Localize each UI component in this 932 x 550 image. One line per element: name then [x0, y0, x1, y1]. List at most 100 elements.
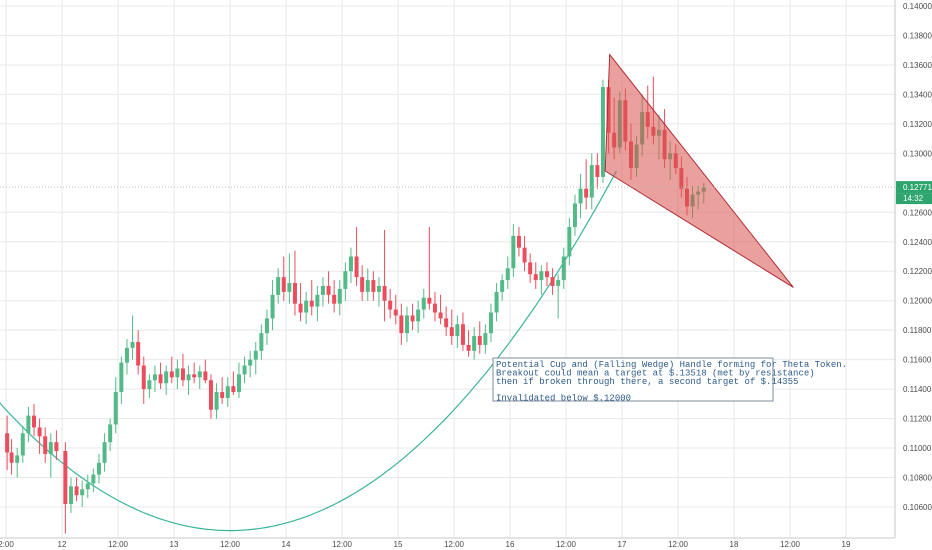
candle-body	[511, 235, 516, 269]
falling-wedge-triangle	[604, 53, 794, 288]
candle	[416, 300, 421, 334]
candle-body	[180, 368, 185, 381]
candle	[259, 324, 264, 360]
candle	[304, 291, 309, 325]
candle-body	[68, 486, 73, 505]
candle-body	[320, 285, 325, 295]
y-tick-label: 0.13200	[903, 120, 932, 129]
candle-body	[119, 362, 124, 393]
x-tick-label: 12	[58, 540, 67, 549]
candle-body	[192, 374, 197, 378]
candle	[533, 262, 538, 289]
candle	[32, 403, 36, 437]
candle	[572, 194, 577, 236]
candle-body	[494, 291, 499, 313]
annotation-layer[interactable]: Potential Cup and (Falling Wedge) Handle…	[492, 357, 847, 404]
candle-body	[74, 486, 79, 496]
candle	[578, 173, 583, 219]
candle	[186, 365, 191, 396]
candle-body	[516, 235, 521, 248]
candle	[315, 285, 320, 322]
candle-body	[427, 297, 432, 304]
candle-body	[332, 294, 337, 304]
candle-body	[281, 277, 286, 292]
candle	[48, 433, 53, 478]
candle-body	[264, 318, 269, 334]
candle	[74, 477, 79, 502]
candle	[500, 274, 505, 301]
annotation-box[interactable]	[492, 357, 774, 402]
candle	[248, 350, 253, 378]
candle-body	[220, 392, 225, 398]
candle	[203, 359, 208, 384]
candle-body	[304, 300, 309, 313]
candle-body	[214, 392, 219, 410]
candle	[152, 365, 157, 393]
candle	[26, 406, 31, 443]
candle-body	[589, 165, 594, 198]
candle	[180, 353, 185, 387]
candle	[158, 362, 163, 390]
candle	[320, 277, 325, 307]
candle	[511, 224, 516, 278]
candle	[102, 433, 107, 472]
candle-body	[315, 294, 320, 307]
x-tick-label: 12:00	[556, 540, 577, 549]
candle	[54, 430, 59, 460]
candle-body	[26, 415, 31, 434]
y-tick-label: 0.11600	[903, 356, 932, 365]
candle	[600, 79, 605, 183]
y-tick-label: 0.13800	[903, 31, 932, 40]
candle	[242, 356, 247, 384]
candle-body	[20, 433, 25, 456]
candle	[292, 250, 297, 316]
candle-body	[9, 452, 14, 463]
x-tick-label: 17	[618, 540, 627, 549]
candle-body	[533, 274, 538, 281]
candle-body	[186, 374, 191, 381]
candle-body	[556, 280, 561, 286]
candle	[136, 330, 141, 375]
candle	[141, 356, 146, 404]
candle-body	[91, 474, 96, 484]
candle	[488, 303, 493, 342]
last-price-badge	[896, 181, 932, 194]
candle-body	[130, 341, 135, 348]
candle-body	[80, 489, 85, 496]
candle	[96, 453, 101, 484]
candle-body	[231, 386, 236, 393]
candle	[354, 227, 359, 286]
candle-body	[337, 288, 342, 304]
candle	[20, 425, 25, 463]
candle	[287, 253, 292, 304]
candle	[63, 442, 68, 534]
candle-body	[102, 442, 107, 463]
candle-body	[175, 368, 180, 378]
candle-body	[259, 333, 264, 351]
candle-body	[48, 442, 53, 454]
candle-body	[399, 315, 404, 334]
candle	[264, 309, 269, 345]
x-tick-label: 18	[730, 540, 739, 549]
candle	[561, 247, 566, 289]
candle	[444, 306, 449, 337]
candle	[119, 356, 124, 404]
candle-body	[298, 303, 303, 313]
candle	[432, 291, 437, 322]
countdown-label: 14:32	[903, 194, 924, 203]
candle	[483, 324, 488, 354]
candle	[197, 365, 202, 390]
candle	[410, 303, 415, 331]
candle-body	[595, 165, 600, 177]
candle	[214, 383, 219, 419]
candle	[584, 159, 589, 210]
x-tick-label: 13	[170, 540, 179, 549]
candle	[466, 330, 471, 357]
candle-body	[292, 283, 297, 304]
candle	[393, 294, 398, 325]
candle-body	[236, 374, 241, 393]
candle-body	[326, 285, 331, 295]
candle-body	[410, 315, 415, 322]
